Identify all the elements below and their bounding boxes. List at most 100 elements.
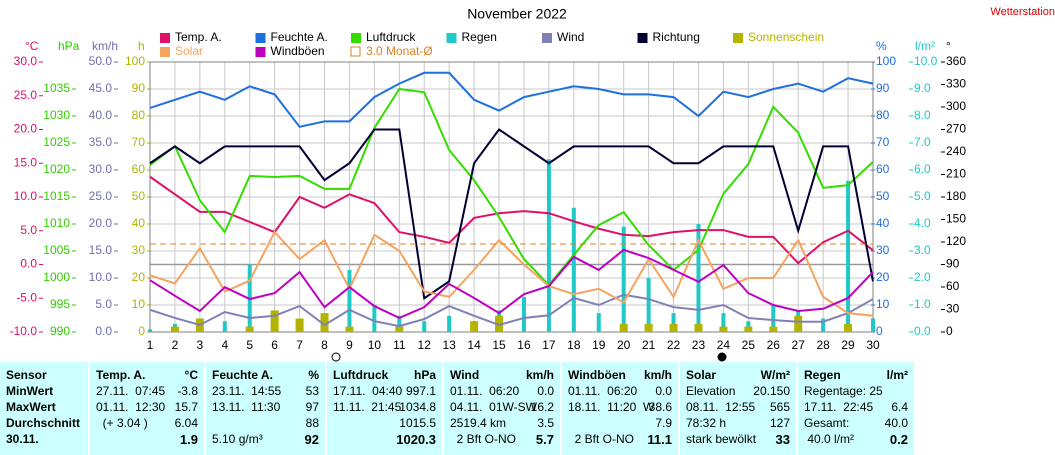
bar (470, 321, 479, 332)
y-tick-label: 45.0 (89, 81, 113, 95)
x-tick-label: 4 (221, 338, 228, 352)
bar (721, 313, 726, 332)
bar (669, 323, 678, 332)
bar (447, 315, 452, 332)
legend-label: Regen (462, 30, 497, 44)
column-unit: km/h (643, 368, 672, 382)
series-line (149, 175, 874, 265)
bar (148, 329, 152, 332)
y-tick-label: 10 (132, 297, 146, 311)
y-tick-label: 20.0 (14, 122, 38, 136)
cell-text: 78:32 h (686, 416, 727, 430)
series-line (149, 87, 874, 287)
cell-value: 33 (775, 432, 790, 447)
bar (794, 315, 803, 332)
table-column: Feuchte A.% 23.11. 14:55 53 13.11. 11:30 97 8… (204, 362, 325, 455)
cell-value: 5.7 (535, 432, 554, 447)
bar (245, 326, 254, 332)
row-label: MinWert (6, 384, 54, 398)
cell-text: 04.11. 01W-SW (450, 400, 537, 414)
bar (495, 315, 504, 332)
y-tick-label: 60 (132, 162, 146, 176)
bar (644, 323, 653, 332)
bar (422, 321, 427, 332)
bar (222, 321, 227, 332)
y-tick-label: 3.0 (914, 243, 931, 257)
column-header: Temp. A. (96, 368, 146, 382)
series-line (149, 230, 874, 317)
cell-value: 3.5 (537, 416, 554, 430)
cell-value: 127 (769, 416, 790, 430)
cell-value: 1034.8 (399, 400, 436, 414)
cell-value: 15.7 (174, 400, 198, 414)
y-tick-label: 35.0 (89, 135, 113, 149)
legend-label: Sonnenschein (748, 30, 824, 44)
axis-unit: hPa (58, 39, 80, 53)
row-label: 30.11. (6, 432, 39, 446)
cell-text: 17.11. 22:45 (804, 400, 874, 414)
column-unit: W/m² (760, 368, 790, 382)
bar (170, 326, 179, 332)
cell-value: 40.0 (884, 416, 908, 430)
series-line (149, 71, 874, 128)
y-tick-label: 5.0 (914, 189, 931, 203)
legend-swatch (160, 47, 170, 57)
cell-value: 6.4 (891, 400, 908, 414)
moon-icon (717, 352, 727, 362)
table-column: Sensor MinWert MaxWert Durchschnitt 30.11. (0, 362, 88, 455)
x-tick-label: 9 (346, 338, 353, 352)
y-tick-label: 6.0 (914, 162, 931, 176)
axis-unit: l/m² (915, 39, 935, 53)
y-tick-label: 10.0 (914, 54, 938, 68)
bar (696, 224, 701, 332)
bar (270, 310, 279, 332)
x-tick-label: 2 (172, 338, 179, 352)
cell-value: 1020.3 (396, 432, 436, 447)
x-tick-label: 22 (667, 338, 681, 352)
legend-label: Windböen (271, 44, 325, 58)
cell-text: 5.10 g/m³ (212, 432, 263, 446)
column-header: Solar (686, 368, 717, 382)
column-unit: km/h (525, 368, 554, 382)
bar (671, 313, 676, 332)
y-tick-label: 300 (946, 99, 966, 113)
y-tick-label: -5.0 (16, 290, 37, 304)
y-tick-label: 50 (132, 189, 146, 203)
bar (646, 278, 651, 332)
cell-value: 88 (305, 416, 319, 430)
x-tick-label: 10 (368, 338, 382, 352)
x-tick-label: 14 (467, 338, 481, 352)
axis-unit: % (876, 39, 887, 53)
cell-value: 38.6 (648, 400, 672, 414)
y-tick-label: -10.0 (10, 324, 38, 338)
cell-value: 0.0 (537, 384, 554, 398)
y-tick-label: 50.0 (89, 54, 113, 68)
y-tick-label: 120 (946, 234, 966, 248)
y-tick-label: 90 (876, 81, 890, 95)
legend-label: Luftdruck (366, 30, 416, 44)
cell-text: 40.0 l/m² (804, 432, 855, 446)
column-unit: hPa (413, 368, 436, 382)
y-tick-label: 0.0 (20, 257, 37, 271)
legend-swatch (255, 33, 266, 43)
y-tick-label: 0 (138, 324, 145, 338)
table-column: Wind km/h 01.11. 06:20 0.0 04.11. 01W-SW 16.2… (442, 362, 560, 455)
bar (571, 207, 576, 332)
y-tick-label: 2.0 (914, 270, 931, 284)
y-tick-label: 270 (946, 122, 966, 136)
axis-unit: km/h (92, 39, 118, 53)
x-tick-label: 28 (816, 338, 830, 352)
column-header: Regen (804, 368, 841, 382)
y-tick-label: 240 (946, 144, 966, 158)
y-tick-label: 60 (876, 162, 890, 176)
x-tick-label: 8 (321, 338, 328, 352)
y-tick-label: 25.0 (89, 189, 113, 203)
bar (821, 318, 826, 332)
cell-text: 18.11. 11:20 W (568, 400, 655, 414)
y-tick-label: 90 (946, 257, 960, 271)
cell-text: Regentage: 25 (804, 384, 883, 398)
bar (621, 226, 626, 332)
bar (320, 313, 329, 332)
x-tick-label: 3 (197, 338, 204, 352)
y-tick-label: 0 (876, 324, 883, 338)
